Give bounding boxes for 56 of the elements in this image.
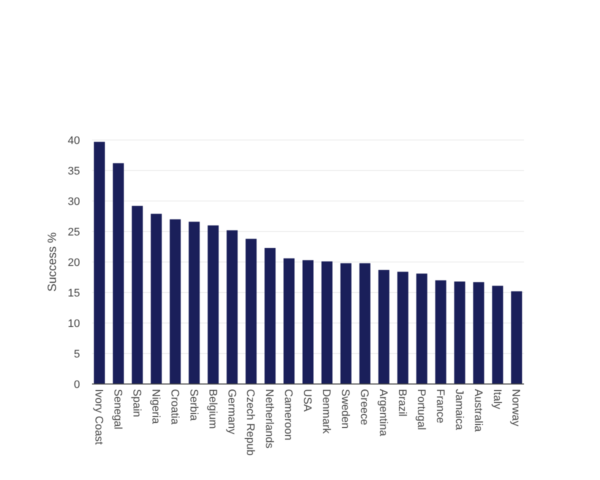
bar — [454, 282, 466, 384]
bar — [302, 260, 314, 384]
x-tick-label: Senegal — [112, 389, 124, 430]
y-axis-title: Success % — [45, 232, 59, 292]
x-tick-label: Serbia — [187, 389, 200, 422]
bar — [132, 206, 143, 384]
bar — [188, 222, 200, 384]
bar — [378, 270, 390, 384]
bar — [359, 263, 370, 384]
y-tick-label: 35 — [68, 165, 80, 178]
bar — [473, 282, 484, 384]
bar — [435, 280, 446, 384]
x-tick-label: Cameroon — [282, 389, 294, 440]
y-tick-label: 15 — [68, 287, 80, 300]
x-tick-label: Denmark — [320, 389, 332, 434]
bar — [94, 142, 105, 384]
x-tick-label: Germany — [225, 389, 238, 435]
bar — [112, 163, 124, 384]
y-tick-label: 25 — [68, 226, 80, 238]
y-tick-label: 0 — [74, 378, 80, 391]
x-tick-label: Norway — [510, 389, 522, 427]
y-tick-label: 20 — [68, 256, 80, 269]
bar — [264, 248, 276, 384]
x-tick-label: USA — [301, 389, 314, 412]
bar — [246, 238, 257, 384]
bar — [397, 272, 408, 384]
x-tick-label: Spain — [130, 389, 142, 418]
x-tick-label: France — [434, 389, 446, 424]
y-tick-label: 40 — [68, 134, 80, 147]
x-tick-label: Nigeria — [149, 389, 162, 425]
x-tick-label: Portugal — [414, 389, 427, 430]
bar — [170, 219, 181, 384]
x-tick-label: Sweden — [339, 389, 352, 429]
x-tick-label: Greece — [358, 389, 370, 426]
bar — [340, 263, 352, 384]
x-tick-label: Ivory Coast — [92, 389, 105, 445]
x-tick-label: Italy — [490, 389, 503, 410]
bar — [511, 291, 522, 384]
bar — [150, 214, 162, 384]
x-tick-label: Croatia — [168, 389, 180, 426]
bar — [416, 274, 428, 384]
y-tick-label: 10 — [68, 318, 80, 330]
y-tick-label: 5 — [74, 348, 80, 360]
x-tick-label: Brazil — [396, 389, 408, 417]
y-tick-label: 30 — [68, 196, 80, 208]
x-tick-label: Jamaica — [452, 389, 465, 431]
bar — [321, 261, 332, 384]
bar — [284, 258, 295, 384]
x-tick-label: Belgium — [206, 389, 218, 429]
x-tick-label: Czech Repub — [244, 389, 256, 456]
x-tick-label: Netherlands — [263, 389, 276, 449]
bar — [226, 230, 238, 384]
bar — [208, 225, 219, 384]
x-tick-label: Argentina — [377, 389, 390, 437]
x-tick-label: Australia — [472, 389, 484, 433]
bar — [492, 286, 504, 384]
